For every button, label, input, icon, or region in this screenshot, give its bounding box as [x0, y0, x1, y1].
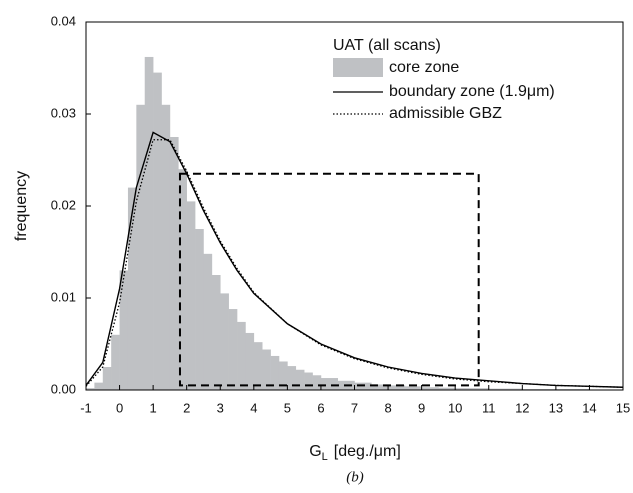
histogram-bar — [102, 367, 112, 390]
histogram-bar — [111, 334, 120, 390]
x-label-unit: [deg./μm] — [334, 443, 401, 460]
x-tick-label: 3 — [217, 400, 224, 415]
histogram-bar — [438, 387, 456, 390]
histogram-bar — [203, 253, 213, 390]
y-tick-label: 0.04 — [51, 13, 76, 28]
histogram-bar — [195, 229, 204, 390]
legend-label: admissible GBZ — [389, 105, 502, 122]
x-tick-label: 11 — [482, 400, 496, 415]
x-label-main: G — [309, 443, 321, 460]
legend-label: core zone — [389, 59, 459, 76]
histogram-bar — [220, 293, 229, 390]
histogram-bar — [253, 342, 263, 390]
y-tick-label: 0.00 — [51, 381, 76, 396]
histogram-bar — [312, 375, 322, 390]
x-tick-label: 12 — [515, 400, 529, 415]
histogram-bar — [371, 384, 389, 390]
x-tick-label: 1 — [150, 400, 157, 415]
histogram-bar — [178, 169, 187, 390]
x-tick-label: 10 — [448, 400, 462, 415]
histogram-bar — [144, 56, 154, 391]
legend-title: UAT (all scans) — [333, 37, 441, 54]
histogram-bar — [94, 382, 104, 390]
histogram-bar — [388, 385, 406, 390]
histogram-bar — [237, 321, 246, 390]
y-tick-label: 0.02 — [51, 197, 76, 212]
histogram-bar — [169, 137, 179, 390]
x-tick-label: 6 — [317, 400, 324, 415]
y-tick-label: 0.03 — [51, 105, 76, 120]
x-tick-label: 5 — [284, 400, 291, 415]
histogram-bar — [488, 388, 523, 390]
histogram-bar — [262, 349, 271, 390]
histogram-bar — [161, 104, 171, 391]
x-tick-label: 7 — [351, 400, 358, 415]
histogram-bar — [245, 332, 255, 390]
histogram-bar — [287, 366, 297, 390]
histogram-bar — [320, 378, 339, 390]
x-tick-label: 15 — [616, 400, 630, 415]
caption: (b) — [346, 469, 364, 485]
x-tick-label: 8 — [384, 400, 391, 415]
histogram-bar — [455, 388, 490, 390]
histogram-bar — [211, 275, 221, 390]
histogram-bar — [228, 309, 238, 390]
x-tick-label: 0 — [116, 400, 123, 415]
x-tick-label: 9 — [418, 400, 425, 415]
histogram-bar — [295, 369, 305, 390]
legend-swatch — [333, 58, 383, 77]
histogram-bar — [421, 387, 439, 390]
y-axis-label: frequency — [13, 171, 30, 241]
x-label-sub: L — [322, 451, 328, 463]
histogram-bar — [304, 372, 313, 390]
line — [85, 139, 624, 388]
y-tick-label: 0.01 — [51, 289, 76, 304]
histogram-bar — [278, 361, 288, 390]
x-tick-label: 4 — [250, 400, 257, 415]
histogram-bar — [153, 72, 162, 390]
histogram-bar — [119, 270, 129, 390]
legend-label: boundary zone (1.9μm) — [389, 83, 555, 100]
histogram-bar — [86, 388, 95, 390]
histogram-bar — [186, 201, 196, 390]
histogram-bar — [127, 187, 137, 390]
x-tick-label: 13 — [549, 400, 563, 415]
x-tick-label: 2 — [183, 400, 190, 415]
x-tick-label: -1 — [80, 400, 92, 415]
histogram-bar — [404, 386, 422, 390]
histogram-bar — [270, 355, 280, 390]
x-axis-label: GL [deg./μm] — [309, 443, 401, 463]
annotation-box — [178, 172, 480, 387]
x-tick-label: 14 — [582, 400, 596, 415]
histogram-bar — [136, 104, 146, 391]
